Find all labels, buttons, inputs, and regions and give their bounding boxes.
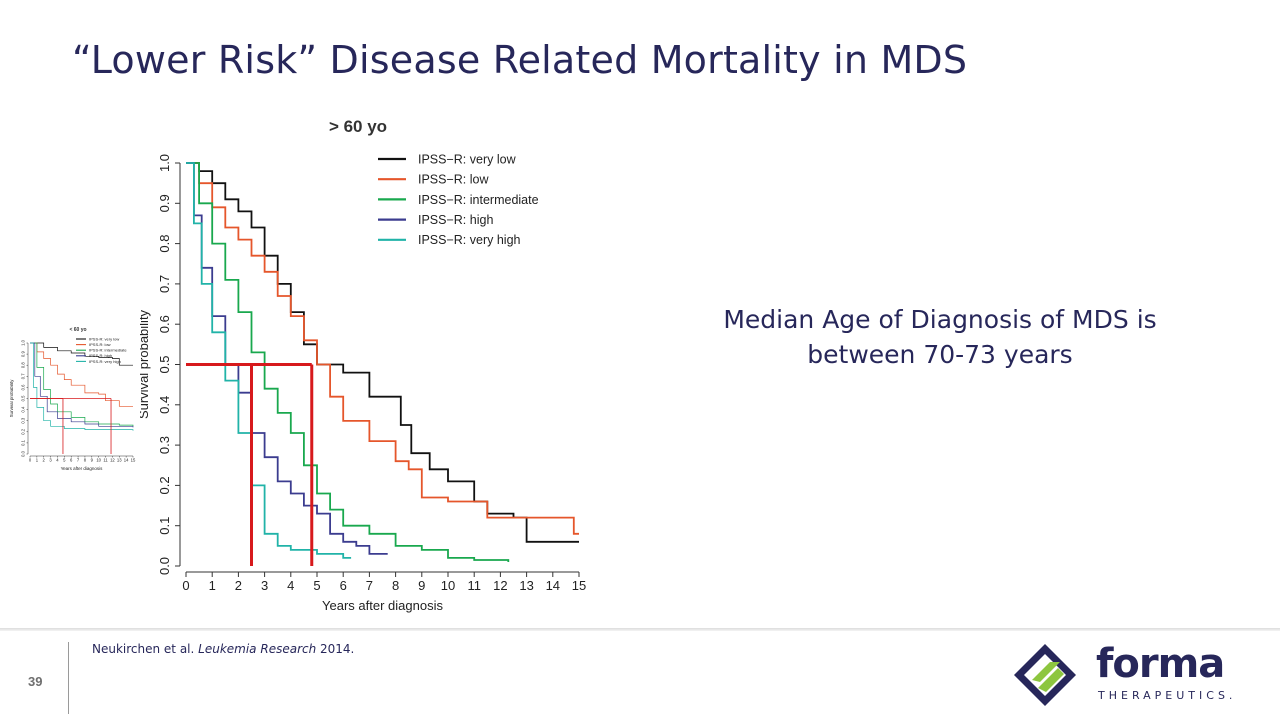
forma-logo-icon — [1014, 644, 1076, 706]
series-line-ipss-r-very-high — [30, 342, 134, 431]
y-tick-label: 0.4 — [21, 406, 26, 412]
series-line-ipss-r-high — [186, 162, 388, 555]
legend-label: IPSS−R: high — [418, 213, 493, 227]
x-tick-label: 8 — [84, 458, 87, 463]
legend-label: IPSS−R: intermediate — [418, 193, 539, 207]
y-tick-label: 0.5 — [157, 355, 172, 373]
x-tick-label: 12 — [493, 578, 507, 593]
y-tick-label: 0.1 — [21, 439, 26, 445]
y-tick-label: 0.4 — [157, 396, 172, 414]
x-tick-label: 10 — [441, 578, 455, 593]
slide-title: “Lower Risk” Disease Related Mortality i… — [72, 38, 968, 82]
x-tick-label: 1 — [36, 458, 39, 463]
legend-label: IPSS-R: high — [89, 353, 112, 358]
x-tick-label: 8 — [392, 578, 399, 593]
y-tick-label: 0.7 — [21, 373, 26, 379]
y-tick-label: 1.0 — [157, 154, 172, 172]
y-tick-label: 0.1 — [157, 517, 172, 535]
series-line-ipss-r-very-low — [30, 342, 133, 366]
x-tick-label: 6 — [340, 578, 347, 593]
y-axis-label: Survival probability — [140, 309, 151, 419]
y-tick-label: 0.7 — [157, 275, 172, 293]
y-tick-label: 0.3 — [21, 417, 26, 423]
x-tick-label: 7 — [366, 578, 373, 593]
x-tick-label: 15 — [572, 578, 586, 593]
x-tick-label: 11 — [103, 458, 108, 463]
y-tick-label: 0.8 — [21, 362, 26, 368]
x-tick-label: 9 — [418, 578, 425, 593]
x-tick-label: 1 — [209, 578, 216, 593]
x-tick-label: 6 — [70, 458, 73, 463]
y-tick-label: 0.2 — [157, 476, 172, 494]
x-tick-label: 4 — [287, 578, 294, 593]
x-axis-label: Years after diagnosis — [322, 598, 443, 613]
x-tick-label: 11 — [467, 578, 481, 593]
x-tick-label: 14 — [124, 458, 129, 463]
y-tick-label: 0.9 — [157, 194, 172, 212]
series-line-ipss-r-intermediate — [186, 162, 510, 562]
legend-label: IPSS−R: very high — [418, 233, 521, 247]
y-tick-label: 0.8 — [157, 235, 172, 253]
logo-subtitle: THERAPEUTICS. — [1098, 689, 1237, 702]
citation-journal: Leukemia Research — [198, 642, 317, 656]
y-tick-label: 0.3 — [157, 436, 172, 454]
legend-label: IPSS−R: low — [418, 173, 489, 187]
x-tick-label: 9 — [91, 458, 94, 463]
y-tick-label: 1.0 — [21, 339, 26, 345]
x-tick-label: 2 — [43, 458, 46, 463]
y-tick-label: 0.0 — [21, 450, 26, 456]
x-tick-label: 2 — [235, 578, 242, 593]
legend-label: IPSS−R: very low — [418, 152, 517, 166]
x-tick-label: 5 — [63, 458, 66, 463]
x-tick-label: 15 — [131, 458, 136, 463]
series-line-ipss-r-low — [186, 162, 579, 535]
x-tick-label: 14 — [546, 578, 560, 593]
series-line-ipss-r-low — [30, 342, 133, 407]
y-tick-label: 0.5 — [21, 395, 26, 401]
survival-chart-over-60: 0 1 2 3 4 5 6 7 8 9 10 11 12 13 14 150.00.10.20.30.40.5… — [140, 117, 586, 613]
x-tick-label: 10 — [96, 458, 101, 463]
legend-label: IPSS-R: very low — [89, 336, 119, 341]
legend-label: IPSS-R: low — [89, 342, 111, 347]
y-tick-label: 0.9 — [21, 351, 26, 357]
x-tick-label: 4 — [56, 458, 59, 463]
legend-label: IPSS-R: very high — [89, 359, 121, 364]
series-line-ipss-r-high — [30, 342, 134, 428]
x-tick-label: 5 — [313, 578, 320, 593]
y-tick-label: 0.6 — [157, 315, 172, 333]
x-tick-label: 7 — [77, 458, 80, 463]
x-tick-label: 12 — [110, 458, 115, 463]
footer-divider — [0, 628, 1280, 631]
median-age-text: Median Age of Diagnosis of MDS is betwee… — [723, 305, 1157, 369]
y-tick-label: 0.6 — [21, 384, 26, 390]
x-tick-label: 0 — [182, 578, 189, 593]
citation-year: 2014. — [316, 642, 355, 656]
x-tick-label: 13 — [117, 458, 122, 463]
x-axis-label: Years after diagnosis — [61, 466, 104, 471]
citation: Neukirchen et al. Leukemia Research 2014… — [92, 642, 354, 656]
x-tick-label: 13 — [519, 578, 533, 593]
page-number: 39 — [28, 674, 43, 689]
y-axis-label: Survival probability — [10, 379, 14, 418]
chart-title: < 60 yo — [69, 327, 86, 333]
page-number-separator — [68, 642, 69, 714]
y-tick-label: 0.0 — [157, 557, 172, 575]
citation-authors: Neukirchen et al. — [92, 642, 199, 656]
x-tick-label: 3 — [49, 458, 52, 463]
y-tick-label: 0.2 — [21, 428, 26, 434]
survival-chart-under-60: 0 1 2 3 4 5 6 7 8 9 10 11 12 13 14 150.00.10.20.30.40.5… — [10, 327, 136, 471]
series-line-ipss-r-intermediate — [30, 342, 134, 427]
logo-wordmark: forma — [1096, 641, 1225, 687]
legend-label: IPSS-R: intermediate — [89, 348, 127, 353]
x-tick-label: 0 — [29, 458, 32, 463]
series-line-ipss-r-very-high — [186, 162, 352, 559]
chart-title: > 60 yo — [329, 117, 387, 136]
x-tick-label: 3 — [261, 578, 268, 593]
